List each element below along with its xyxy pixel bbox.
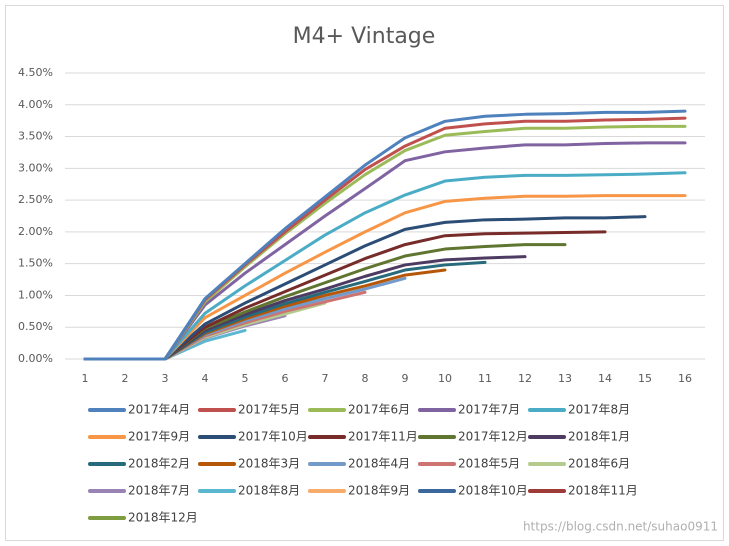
legend-label: 2018年1月 <box>568 430 630 444</box>
y-tick-label: 3.50% <box>18 130 53 143</box>
y-tick-label: 1.50% <box>18 257 53 270</box>
watermark: https://blog.csdn.net/suhao0911 <box>523 520 718 534</box>
legend-label: 2017年5月 <box>238 403 300 417</box>
legend-label: 2017年9月 <box>128 430 190 444</box>
y-tick-label: 1.00% <box>18 288 53 301</box>
legend-label: 2018年8月 <box>238 484 300 498</box>
x-tick-label: 12 <box>518 372 532 385</box>
x-tick-label: 8 <box>362 372 369 385</box>
legend-label: 2017年6月 <box>348 403 410 417</box>
legend-label: 2018年2月 <box>128 457 190 471</box>
legend-label: 2017年10月 <box>238 430 308 444</box>
series-line <box>83 109 687 361</box>
chart-title: M4+ Vintage <box>293 24 436 49</box>
x-tick-label: 15 <box>638 372 652 385</box>
legend-label: 2018年10月 <box>458 484 528 498</box>
legend-label: 2018年11月 <box>568 484 638 498</box>
legend-label: 2017年12月 <box>458 430 528 444</box>
x-tick-label: 9 <box>402 372 409 385</box>
legend-label: 2018年5月 <box>458 457 520 471</box>
y-tick-label: 4.50% <box>18 66 53 79</box>
legend-label: 2017年7月 <box>458 403 520 417</box>
series-line <box>83 171 687 361</box>
legend-label: 2017年11月 <box>348 430 418 444</box>
y-tick-label: 0.50% <box>18 320 53 333</box>
y-tick-label: 0.00% <box>18 352 53 365</box>
legend-label: 2018年3月 <box>238 457 300 471</box>
x-tick-label: 7 <box>322 372 329 385</box>
legend-label: 2017年4月 <box>128 403 190 417</box>
x-tick-label: 1 <box>82 372 89 385</box>
y-tick-label: 3.00% <box>18 161 53 174</box>
legend-label: 2018年9月 <box>348 484 410 498</box>
x-tick-label: 3 <box>162 372 169 385</box>
x-tick-label: 11 <box>478 372 492 385</box>
x-tick-label: 6 <box>282 372 289 385</box>
x-tick-label: 2 <box>122 372 129 385</box>
y-tick-label: 2.50% <box>18 193 53 206</box>
legend-label: 2018年6月 <box>568 457 630 471</box>
x-tick-label: 10 <box>438 372 452 385</box>
x-tick-label: 16 <box>678 372 692 385</box>
y-tick-label: 2.00% <box>18 225 53 238</box>
x-tick-label: 5 <box>242 372 249 385</box>
x-tick-label: 14 <box>598 372 612 385</box>
legend-label: 2017年8月 <box>568 403 630 417</box>
legend-label: 2018年7月 <box>128 484 190 498</box>
x-tick-label: 4 <box>202 372 209 385</box>
legend-label: 2018年12月 <box>128 511 198 525</box>
legend-label: 2018年4月 <box>348 457 410 471</box>
x-tick-label: 13 <box>558 372 572 385</box>
chart-border <box>5 5 724 541</box>
y-tick-label: 4.00% <box>18 98 53 111</box>
